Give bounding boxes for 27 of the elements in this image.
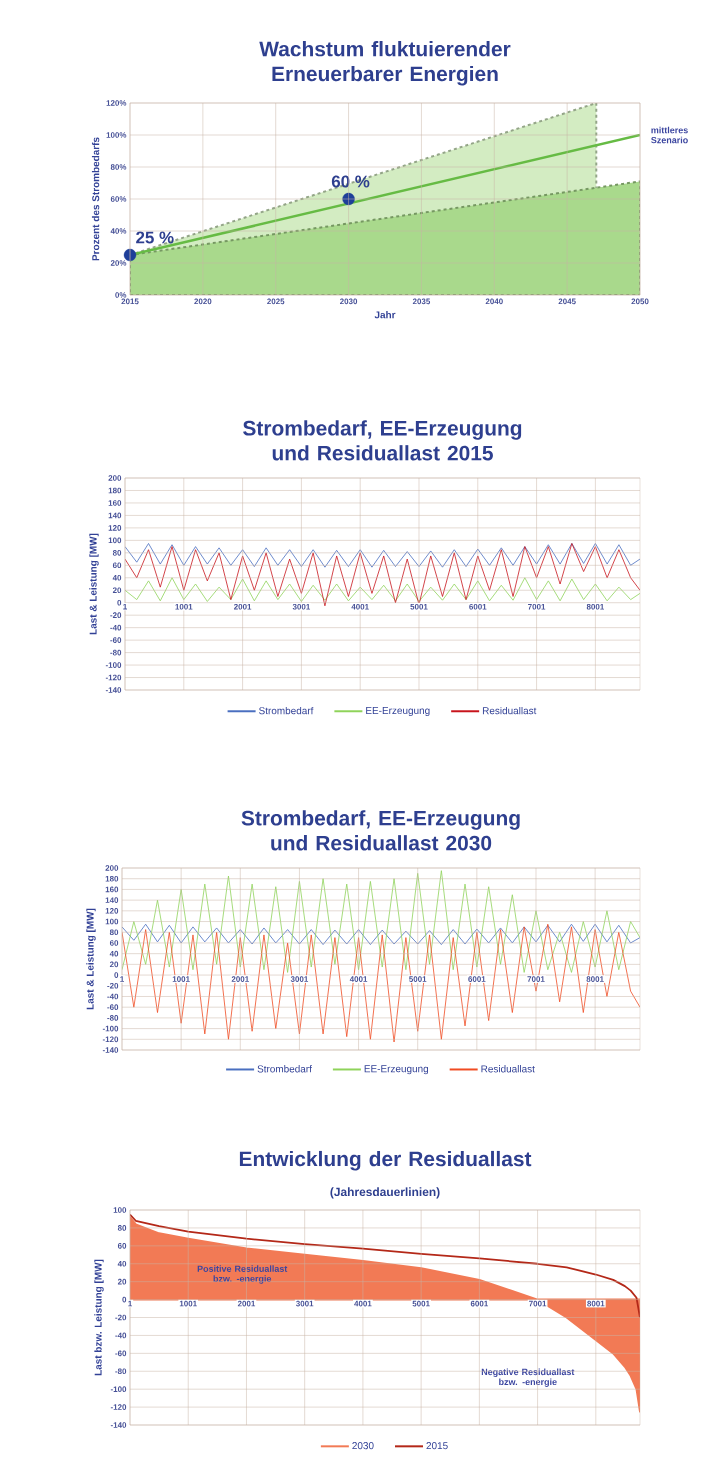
y-axis-title: Prozent des Strombedarfs	[91, 137, 100, 261]
chart-title: Wachstum fluktuierender Erneuerbarer Energien	[259, 41, 511, 86]
line-series	[122, 923, 641, 945]
legend-label: Residuallast	[482, 706, 537, 715]
annotation: 25 %	[136, 231, 174, 244]
y-axis-title: Last & Leistung [MW]	[89, 533, 99, 635]
legend-label: Strombedarf	[257, 1065, 312, 1073]
line-series	[125, 543, 640, 568]
legend-label: EE-Erzeugung	[364, 1065, 429, 1075]
legend-label: 2015	[426, 1442, 448, 1450]
y-axis-title: Last & Leistung [MW]	[86, 908, 96, 1010]
annotation: Positive Residuallast bzw. -energie	[197, 1265, 288, 1284]
annotation: mittleres Szenario	[651, 126, 688, 144]
chart-title: Strombedarf, EE-Erzeugung und Residuallast 2030	[241, 810, 520, 851]
line-series	[122, 870, 641, 973]
legend-label: EE-Erzeugung	[366, 707, 430, 717]
annotation: 60 %	[331, 175, 370, 188]
chart-title: Strombedarf, EE-Erzeugung und Residuallast 2015	[243, 420, 522, 461]
legend-label: Strombedarf	[259, 706, 314, 715]
y-axis-title: Last bzw. Leistung [MW]	[94, 1259, 104, 1376]
legend-label: Residuallast	[481, 1065, 535, 1073]
legend-label: 2030	[352, 1442, 374, 1450]
annotation: Negative Residuallast bzw. -energie	[481, 1368, 575, 1387]
chart-title: Entwicklung der Residuallast	[239, 1150, 532, 1171]
chart-subtitle: (Jahresdauerlinien)	[330, 1187, 440, 1199]
line-series	[122, 923, 641, 1043]
x-axis-title: Jahr	[374, 311, 396, 319]
